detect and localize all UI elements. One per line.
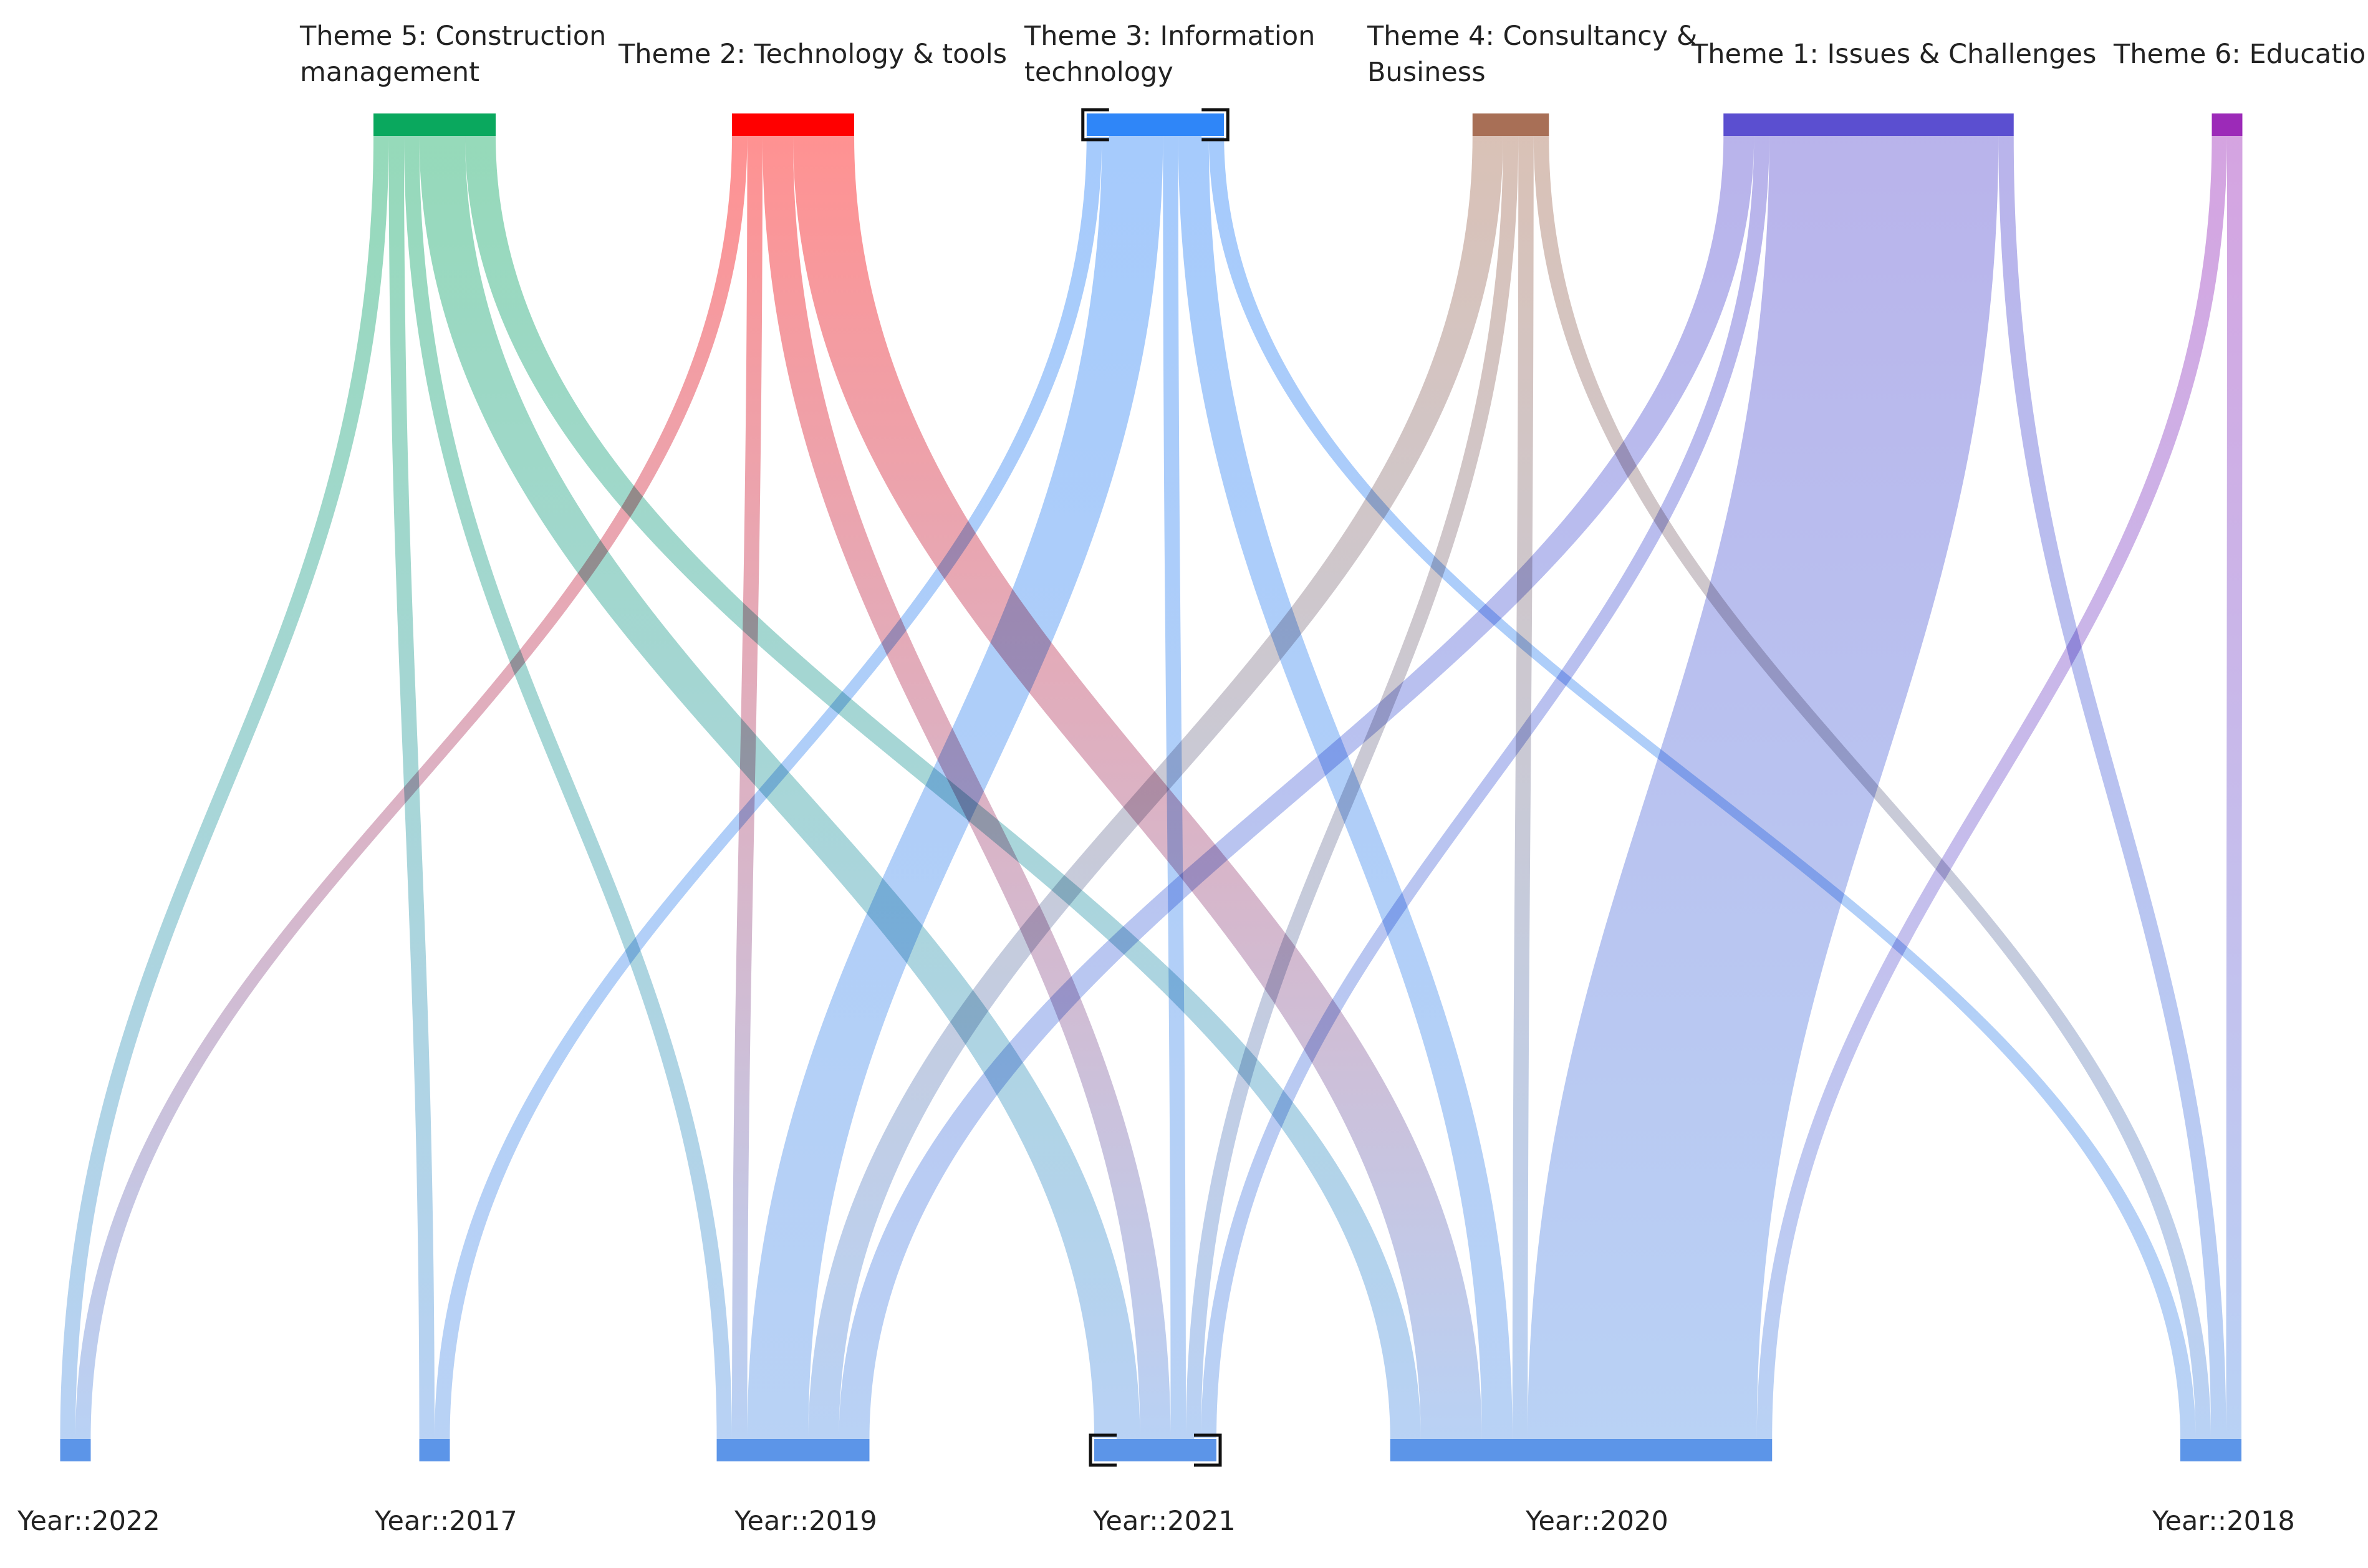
node-t5[interactable] bbox=[373, 113, 496, 136]
node-y2018[interactable] bbox=[2180, 1439, 2241, 1461]
node-label-y2019: Year::2019 bbox=[734, 1506, 877, 1537]
node-label-t4-line1: Theme 4: Consultancy & bbox=[1367, 21, 1697, 52]
selection-marker-y2021 bbox=[1089, 1433, 1222, 1467]
link-t6-y2020[interactable] bbox=[1756, 136, 2227, 1439]
link-t6-y2018[interactable] bbox=[2226, 136, 2243, 1439]
node-y2020[interactable] bbox=[1390, 1439, 1773, 1461]
link-t1-y2018[interactable] bbox=[1998, 136, 2226, 1439]
node-y2022[interactable] bbox=[60, 1439, 91, 1461]
node-t1[interactable] bbox=[1723, 113, 2014, 136]
link-t3-y2019[interactable] bbox=[747, 136, 1163, 1439]
link-t2-y2019[interactable] bbox=[732, 136, 763, 1439]
node-label-t1: Theme 1: Issues & Challenges bbox=[1691, 39, 2096, 70]
link-t5-y2019[interactable] bbox=[404, 136, 732, 1439]
link-t1-y2019[interactable] bbox=[839, 136, 1754, 1439]
node-t2[interactable] bbox=[732, 113, 854, 136]
node-label-t2: Theme 2: Technology & tools bbox=[618, 39, 1007, 70]
node-label-t4-line2: Business bbox=[1367, 57, 1486, 88]
link-t5-y2021[interactable] bbox=[419, 136, 1140, 1439]
node-label-y2017: Year::2017 bbox=[374, 1506, 517, 1537]
node-label-y2022: Year::2022 bbox=[17, 1506, 160, 1537]
selection-marker-t3 bbox=[1081, 108, 1230, 142]
node-t3[interactable] bbox=[1086, 113, 1225, 136]
node-label-y2021: Year::2021 bbox=[1092, 1506, 1236, 1537]
links-group bbox=[60, 136, 2243, 1439]
link-t4-y2021[interactable] bbox=[1186, 136, 1519, 1439]
link-t4-y2020[interactable] bbox=[1512, 136, 1534, 1439]
node-y2021[interactable] bbox=[1094, 1439, 1216, 1461]
link-t2-y2022[interactable] bbox=[75, 136, 748, 1439]
node-y2017[interactable] bbox=[419, 1439, 450, 1461]
link-t2-y2020[interactable] bbox=[793, 136, 1482, 1439]
node-label-y2020: Year::2020 bbox=[1525, 1506, 1668, 1537]
node-label-t3-line2: technology bbox=[1024, 57, 1173, 88]
node-label-t6: Theme 6: Education bbox=[2113, 39, 2368, 70]
link-t5-y2022[interactable] bbox=[60, 136, 389, 1439]
node-label-t3-line1: Theme 3: Information bbox=[1024, 21, 1315, 52]
node-y2019[interactable] bbox=[716, 1439, 870, 1461]
link-t1-y2020[interactable] bbox=[1528, 136, 1999, 1439]
node-label-t5-line2: management bbox=[300, 57, 479, 88]
link-t4-y2019[interactable] bbox=[808, 136, 1503, 1439]
link-t1-y2021[interactable] bbox=[1201, 136, 1769, 1439]
node-t4[interactable] bbox=[1472, 113, 1549, 136]
labels-group: Theme 5: Construction management Theme 2: … bbox=[17, 21, 2368, 1537]
link-t3-y2017[interactable] bbox=[435, 136, 1102, 1439]
node-label-y2018: Year::2018 bbox=[2152, 1506, 2295, 1537]
link-t3-y2021[interactable] bbox=[1163, 136, 1186, 1439]
node-label-t5-line1: Theme 5: Construction bbox=[299, 21, 606, 52]
node-t6[interactable] bbox=[2212, 113, 2243, 136]
nodes-group bbox=[60, 108, 2243, 1467]
